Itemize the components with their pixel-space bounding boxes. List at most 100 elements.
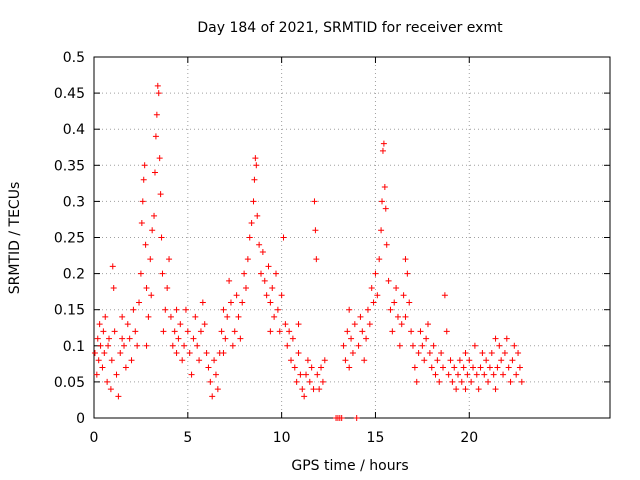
- data-point: [402, 256, 409, 263]
- data-point: [151, 212, 158, 219]
- data-point: [455, 371, 462, 378]
- data-point: [385, 277, 392, 284]
- data-point: [159, 270, 166, 277]
- y-tick-label: 0.3: [63, 194, 85, 210]
- data-point: [411, 364, 418, 371]
- data-point: [278, 292, 285, 299]
- data-point: [460, 364, 467, 371]
- data-point: [148, 292, 155, 299]
- data-point: [130, 306, 137, 313]
- data-point: [134, 342, 141, 349]
- data-point: [363, 335, 370, 342]
- data-point: [224, 313, 231, 320]
- data-point: [382, 205, 389, 212]
- data-point: [393, 285, 400, 292]
- data-point: [263, 292, 270, 299]
- data-point: [214, 386, 221, 393]
- y-tick-label: 0.35: [54, 158, 85, 174]
- data-point: [209, 393, 216, 400]
- data-point: [220, 306, 227, 313]
- data-point: [436, 378, 443, 385]
- data-point: [227, 299, 234, 306]
- data-point: [211, 357, 218, 364]
- data-point: [99, 364, 106, 371]
- data-point: [511, 342, 518, 349]
- x-tick-label: 5: [183, 430, 192, 446]
- data-point: [470, 364, 477, 371]
- data-point: [438, 350, 445, 357]
- data-point: [383, 241, 390, 248]
- data-point: [153, 111, 160, 118]
- data-point: [100, 328, 107, 335]
- data-point: [293, 378, 300, 385]
- y-tick-label: 0.1: [63, 339, 85, 355]
- data-point: [106, 335, 113, 342]
- x-tick-label: 0: [90, 430, 99, 446]
- data-point: [319, 378, 326, 385]
- y-tick-label: 0.4: [63, 122, 85, 138]
- data-point: [389, 328, 396, 335]
- data-point: [379, 198, 386, 205]
- data-point: [344, 328, 351, 335]
- data-point: [280, 234, 287, 241]
- data-point: [105, 342, 112, 349]
- data-point: [259, 248, 266, 255]
- data-point: [94, 335, 101, 342]
- data-point: [308, 364, 315, 371]
- data-point: [164, 285, 171, 292]
- data-point: [513, 371, 520, 378]
- data-point: [500, 371, 507, 378]
- data-point: [432, 371, 439, 378]
- data-point: [246, 234, 253, 241]
- data-point: [207, 378, 214, 385]
- data-point: [137, 270, 144, 277]
- data-point: [239, 299, 246, 306]
- y-tick-label: 0.45: [54, 86, 85, 102]
- data-point: [289, 335, 296, 342]
- data-point: [483, 357, 490, 364]
- data-point: [301, 393, 308, 400]
- data-point: [295, 350, 302, 357]
- data-point: [156, 155, 163, 162]
- data-point: [424, 321, 431, 328]
- data-point: [184, 328, 191, 335]
- data-point: [355, 342, 362, 349]
- data-point: [462, 386, 469, 393]
- data-point: [288, 357, 295, 364]
- data-point: [177, 321, 184, 328]
- data-point: [117, 350, 124, 357]
- data-point: [456, 357, 463, 364]
- y-tick-label: 0.15: [54, 303, 85, 319]
- data-point: [318, 364, 325, 371]
- data-point: [477, 364, 484, 371]
- data-point: [218, 328, 225, 335]
- y-tick-label: 0.2: [63, 267, 85, 283]
- y-tick-label: 0.25: [54, 231, 85, 247]
- data-point: [201, 321, 208, 328]
- chart-title: Day 184 of 2021, SRMTID for receiver exm…: [197, 20, 503, 36]
- data-point: [349, 350, 356, 357]
- data-point: [229, 342, 236, 349]
- data-point: [149, 227, 156, 234]
- data-point: [501, 350, 508, 357]
- data-point: [490, 371, 497, 378]
- data-point: [340, 342, 347, 349]
- data-point: [273, 270, 280, 277]
- data-point: [205, 364, 212, 371]
- data-point: [303, 371, 310, 378]
- data-point: [503, 335, 510, 342]
- data-point: [441, 292, 448, 299]
- data-point: [254, 212, 261, 219]
- data-point: [235, 313, 242, 320]
- data-point: [162, 306, 169, 313]
- x-tick-label: 15: [367, 430, 385, 446]
- data-point: [351, 321, 358, 328]
- data-point: [496, 342, 503, 349]
- data-point: [346, 364, 353, 371]
- data-point: [179, 357, 186, 364]
- data-point: [173, 306, 180, 313]
- data-point: [267, 299, 274, 306]
- data-point: [250, 198, 257, 205]
- data-point: [291, 364, 298, 371]
- data-point: [370, 299, 377, 306]
